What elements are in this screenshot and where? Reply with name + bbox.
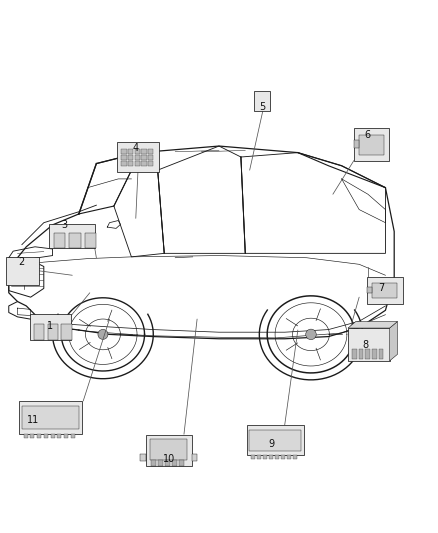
Bar	[141, 161, 147, 166]
Bar	[263, 455, 267, 459]
Bar	[150, 439, 187, 460]
Bar	[121, 161, 127, 166]
Bar	[257, 455, 261, 459]
Text: 1: 1	[47, 321, 53, 330]
Text: 5: 5	[260, 102, 266, 111]
Bar	[134, 149, 140, 154]
Bar	[128, 155, 133, 160]
Bar	[247, 425, 304, 455]
Bar	[287, 455, 291, 459]
Bar	[30, 314, 71, 340]
Bar	[251, 455, 255, 459]
Bar	[365, 350, 370, 359]
Circle shape	[306, 329, 316, 340]
Bar	[64, 434, 68, 438]
Bar	[49, 224, 95, 248]
Bar	[140, 454, 145, 462]
Bar	[69, 233, 81, 248]
Bar	[158, 460, 163, 466]
Bar	[293, 455, 297, 459]
Bar	[22, 406, 79, 429]
Bar	[37, 434, 41, 438]
Bar	[172, 460, 177, 466]
Polygon shape	[348, 321, 398, 328]
Bar	[134, 161, 140, 166]
Text: 11: 11	[27, 415, 39, 425]
Bar	[367, 278, 403, 304]
Bar	[250, 430, 300, 451]
Bar	[141, 155, 147, 160]
Bar	[148, 149, 153, 154]
Bar	[54, 233, 65, 248]
Text: 7: 7	[378, 284, 384, 293]
Bar	[128, 161, 133, 166]
Bar	[121, 155, 127, 160]
Bar	[121, 149, 127, 154]
Bar	[6, 257, 39, 285]
Text: 6: 6	[365, 130, 371, 140]
Text: 4: 4	[133, 143, 139, 154]
Text: 3: 3	[62, 220, 68, 230]
Bar	[134, 155, 140, 160]
Bar	[44, 434, 48, 438]
Bar	[367, 287, 372, 293]
Bar	[48, 325, 58, 340]
Bar	[372, 350, 377, 359]
Bar	[269, 455, 273, 459]
Bar	[141, 149, 147, 154]
Bar	[354, 140, 359, 148]
Bar	[359, 350, 364, 359]
Text: 9: 9	[268, 439, 275, 449]
Bar	[372, 282, 397, 298]
Bar	[31, 434, 35, 438]
Text: 2: 2	[18, 257, 24, 267]
Bar	[254, 91, 270, 111]
Bar	[71, 434, 75, 438]
Bar	[148, 155, 153, 160]
Polygon shape	[390, 321, 398, 361]
Bar	[61, 325, 72, 340]
Bar	[24, 434, 28, 438]
Bar	[276, 455, 279, 459]
Bar	[19, 401, 82, 434]
Bar	[51, 434, 55, 438]
Bar	[145, 435, 192, 466]
Bar	[151, 460, 156, 466]
Bar	[117, 142, 159, 172]
Text: 10: 10	[162, 454, 175, 464]
Bar	[57, 434, 61, 438]
Circle shape	[98, 329, 108, 340]
Bar	[165, 460, 170, 466]
Bar	[85, 233, 96, 248]
Text: 8: 8	[363, 341, 369, 350]
Bar	[379, 350, 383, 359]
Bar	[348, 328, 390, 361]
Bar	[148, 161, 153, 166]
Bar	[34, 325, 44, 340]
Bar	[128, 149, 133, 154]
Bar	[179, 460, 184, 466]
Bar	[354, 128, 389, 161]
Bar	[192, 454, 197, 462]
Bar	[281, 455, 285, 459]
Bar	[352, 350, 357, 359]
Bar	[359, 135, 384, 155]
